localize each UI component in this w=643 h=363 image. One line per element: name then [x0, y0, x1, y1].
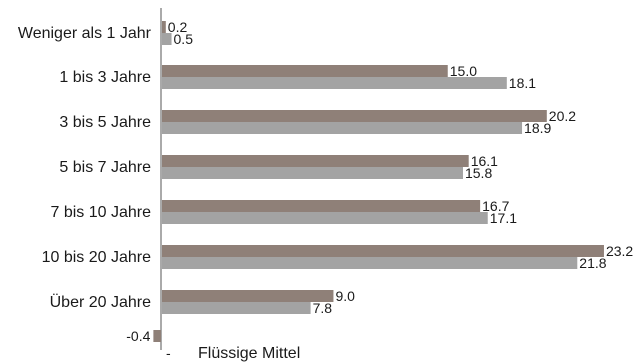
- bar: [162, 212, 488, 224]
- bar: [162, 155, 469, 167]
- bottom-marker: -: [166, 345, 171, 361]
- value-labels: 0.2 15.0 20.2 16.1 16.7 23.2 9.0 0.5 18.1 18.9 15.…: [126, 19, 633, 344]
- value-label: 16.1: [471, 153, 498, 169]
- value-label: 15.8: [465, 165, 492, 181]
- category-label: 1 bis 3 Jahre: [59, 69, 151, 86]
- value-label: 23.2: [606, 243, 633, 259]
- value-label: 21.8: [579, 255, 606, 271]
- bar: [162, 77, 507, 89]
- value-label: 18.1: [509, 75, 536, 91]
- bar: [162, 65, 448, 77]
- category-label: 3 bis 5 Jahre: [59, 114, 151, 131]
- value-label: -0.4: [126, 328, 150, 344]
- value-label: 16.7: [482, 198, 509, 214]
- category-label: Weniger als 1 Jahr: [18, 25, 152, 42]
- value-label: 17.1: [490, 210, 517, 226]
- bar: [162, 245, 604, 257]
- bottom-label: Flüssige Mittel: [198, 345, 300, 362]
- bar: [162, 200, 481, 212]
- category-labels: Weniger als 1 Jahr 1 bis 3 Jahre 3 bis 5 J…: [18, 25, 152, 311]
- value-label: 18.9: [524, 120, 551, 136]
- category-label: Über 20 Jahre: [50, 293, 151, 311]
- value-label: 9.0: [335, 288, 355, 304]
- bar: [162, 110, 547, 122]
- category-label: 7 bis 10 Jahre: [50, 204, 151, 221]
- bar: [162, 290, 334, 302]
- bars: [153, 21, 604, 342]
- bar: [162, 122, 523, 134]
- value-label: 20.2: [549, 108, 576, 124]
- bar: [162, 302, 311, 314]
- bar: [162, 21, 166, 33]
- bar-fluessige-mittel: [153, 330, 161, 342]
- bar: [162, 167, 463, 179]
- bar: [162, 33, 172, 45]
- category-label: 5 bis 7 Jahre: [59, 159, 151, 176]
- value-label: 0.5: [174, 31, 194, 47]
- value-label: 15.0: [450, 63, 477, 79]
- bar: [162, 257, 578, 269]
- value-label: 7.8: [313, 300, 333, 316]
- category-label: 10 bis 20 Jahre: [42, 249, 152, 266]
- value-label: 0.2: [168, 19, 188, 35]
